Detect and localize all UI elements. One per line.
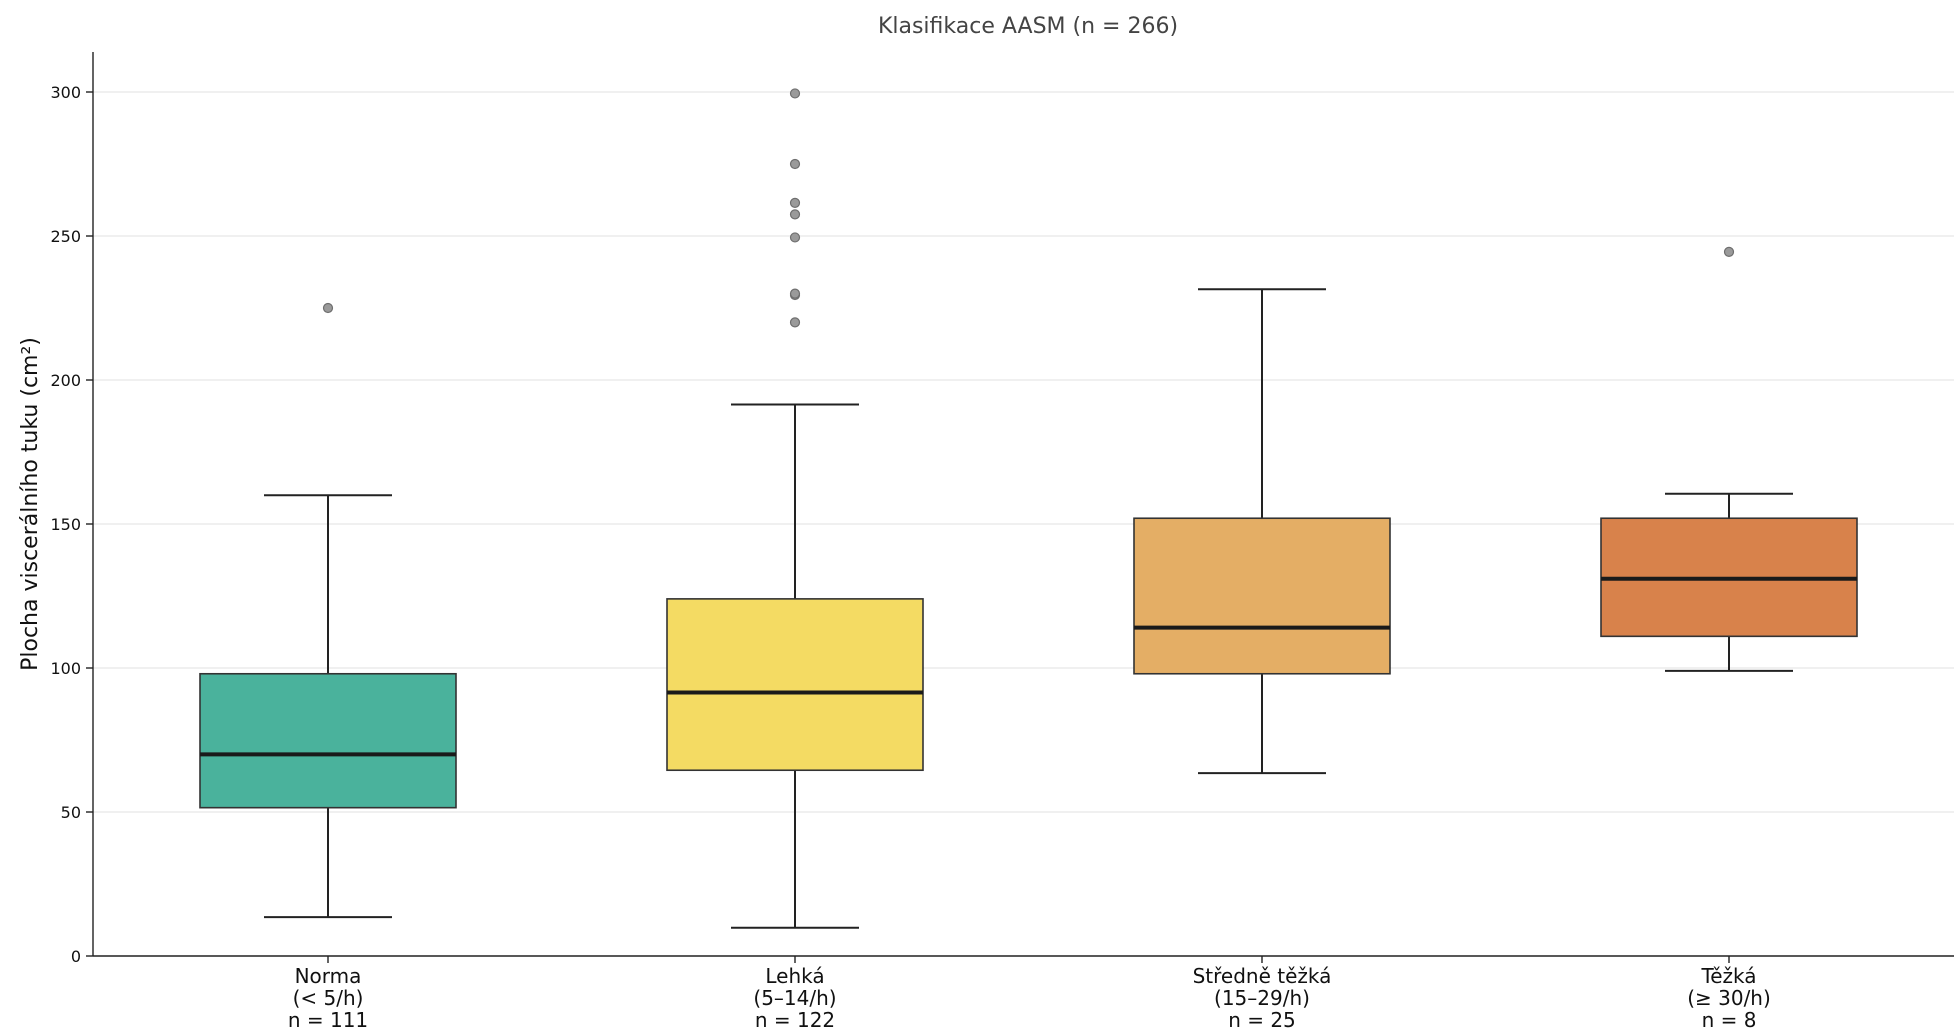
outlier-point bbox=[789, 197, 801, 208]
x-tick-label-line: n = 111 bbox=[288, 1008, 368, 1030]
x-tick-label-line: n = 122 bbox=[755, 1008, 835, 1030]
x-tick-label-line: n = 25 bbox=[1228, 1008, 1296, 1030]
outlier-point bbox=[789, 88, 801, 99]
box-group bbox=[666, 88, 924, 929]
x-tick-label-line: n = 8 bbox=[1702, 1008, 1757, 1030]
outlier-point bbox=[789, 288, 801, 299]
box-group bbox=[199, 302, 457, 919]
x-tick-label-line: Lehká bbox=[765, 964, 824, 988]
x-tick-label-line: (< 5/h) bbox=[293, 986, 364, 1010]
x-tick-labels: Norma (< 5/h) n = 111 Lehká (5–14/h) n = 122 S… bbox=[288, 964, 1771, 1030]
grid-lines bbox=[93, 91, 1954, 957]
y-tick-label: 200 bbox=[50, 371, 81, 390]
x-tick-label: Těžká (≥ 30/h) n = 8 bbox=[1687, 964, 1771, 1030]
box-iqr bbox=[199, 672, 457, 809]
y-tick-label: 0 bbox=[71, 947, 81, 966]
boxes bbox=[199, 88, 1858, 929]
x-tick-label: Lehká (5–14/h) n = 122 bbox=[753, 964, 836, 1030]
x-tick-label-line: Středně těžká bbox=[1193, 964, 1332, 988]
y-tick-label: 300 bbox=[50, 83, 81, 102]
x-tick-label-line: Těžká bbox=[1700, 964, 1756, 988]
box-group bbox=[1133, 288, 1391, 775]
box-group bbox=[1600, 246, 1858, 672]
y-tick-label: 50 bbox=[61, 803, 81, 822]
x-tick-label: Středně těžká (15–29/h) n = 25 bbox=[1193, 964, 1332, 1030]
y-tick-label: 150 bbox=[50, 515, 81, 534]
x-tick-label-line: Norma bbox=[295, 964, 362, 988]
x-tick-label-line: (5–14/h) bbox=[753, 986, 836, 1010]
outlier-point bbox=[789, 317, 801, 328]
chart-title: Klasifikace AASM (n = 266) bbox=[878, 14, 1178, 39]
x-tick-label-line: (15–29/h) bbox=[1214, 986, 1310, 1010]
y-tick-labels: 0 50 100 150 200 250 300 bbox=[50, 83, 81, 966]
box-iqr bbox=[666, 598, 924, 772]
outlier-point bbox=[789, 209, 801, 220]
x-tick-label-line: (≥ 30/h) bbox=[1687, 986, 1771, 1010]
y-axis-label: Plocha viscerálního tuku (cm²) bbox=[18, 337, 43, 671]
y-tick-label: 250 bbox=[50, 227, 81, 246]
y-tick-label: 100 bbox=[50, 659, 81, 678]
outlier-point bbox=[789, 158, 801, 170]
outlier-point bbox=[789, 232, 801, 243]
outlier-point bbox=[322, 302, 334, 314]
box-iqr bbox=[1133, 517, 1391, 675]
x-tick-label: Norma (< 5/h) n = 111 bbox=[288, 964, 368, 1030]
axes bbox=[86, 52, 1954, 963]
outlier-point bbox=[1723, 246, 1735, 257]
